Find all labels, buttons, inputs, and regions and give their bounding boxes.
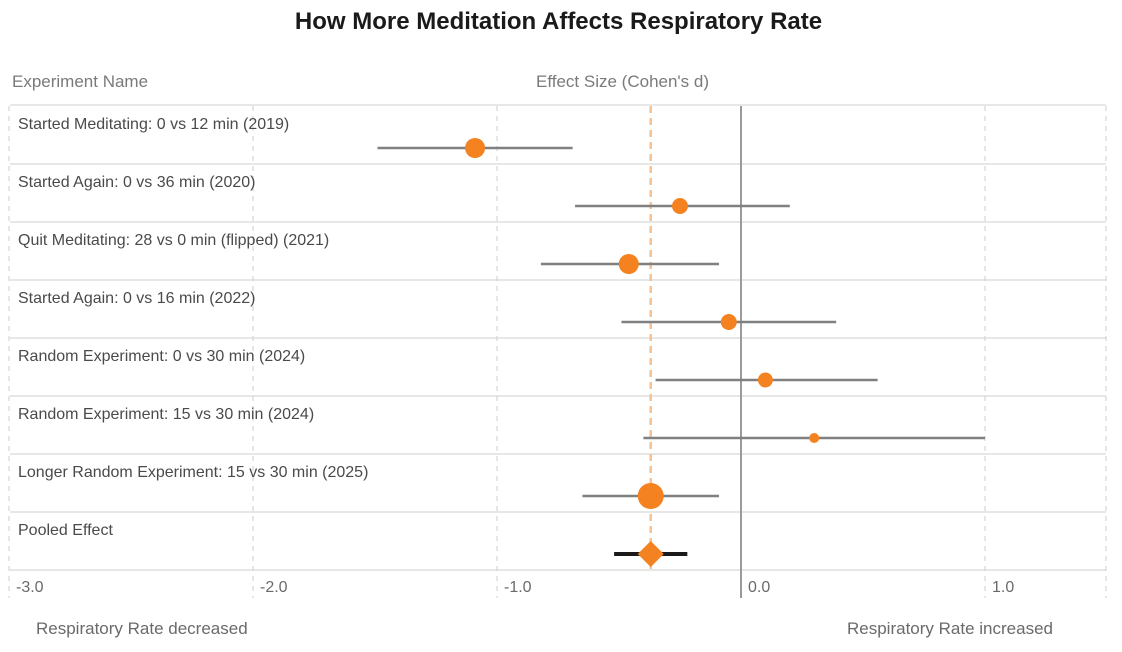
effect-point bbox=[637, 483, 664, 509]
study-label: Quit Meditating: 28 vs 0 min (flipped) (… bbox=[18, 232, 329, 249]
study-label: Started Meditating: 0 vs 12 min (2019) bbox=[18, 116, 289, 133]
study-label: Longer Random Experiment: 15 vs 30 min (… bbox=[18, 464, 368, 481]
study-label: Started Again: 0 vs 16 min (2022) bbox=[18, 290, 255, 307]
x-tick-label: 1.0 bbox=[992, 579, 1014, 596]
x-tick-label: -3.0 bbox=[16, 579, 44, 596]
study-label: Random Experiment: 0 vs 30 min (2024) bbox=[18, 348, 305, 365]
x-tick-label: 0.0 bbox=[748, 579, 770, 596]
effect-point bbox=[465, 138, 486, 158]
study-label: Random Experiment: 15 vs 30 min (2024) bbox=[18, 406, 314, 423]
x-tick-label: -2.0 bbox=[260, 579, 288, 596]
study-label: Started Again: 0 vs 36 min (2020) bbox=[18, 174, 255, 191]
effect-point bbox=[757, 372, 773, 388]
effect-size-header: Effect Size (Cohen's d) bbox=[536, 72, 710, 91]
effect-point bbox=[720, 314, 737, 330]
effect-point bbox=[618, 254, 639, 274]
chart-title: How More Meditation Affects Respiratory … bbox=[294, 8, 823, 35]
experiment-name-header: Experiment Name bbox=[12, 72, 149, 91]
direction-label-increased: Respiratory Rate increased bbox=[847, 619, 1053, 638]
effect-point bbox=[672, 198, 688, 214]
x-tick-label: -1.0 bbox=[504, 579, 532, 596]
effect-point bbox=[809, 433, 820, 443]
pooled-estimate-diamond bbox=[637, 541, 664, 567]
direction-label-decreased: Respiratory Rate decreased bbox=[36, 619, 248, 638]
pooled-label: Pooled Effect bbox=[18, 522, 113, 539]
